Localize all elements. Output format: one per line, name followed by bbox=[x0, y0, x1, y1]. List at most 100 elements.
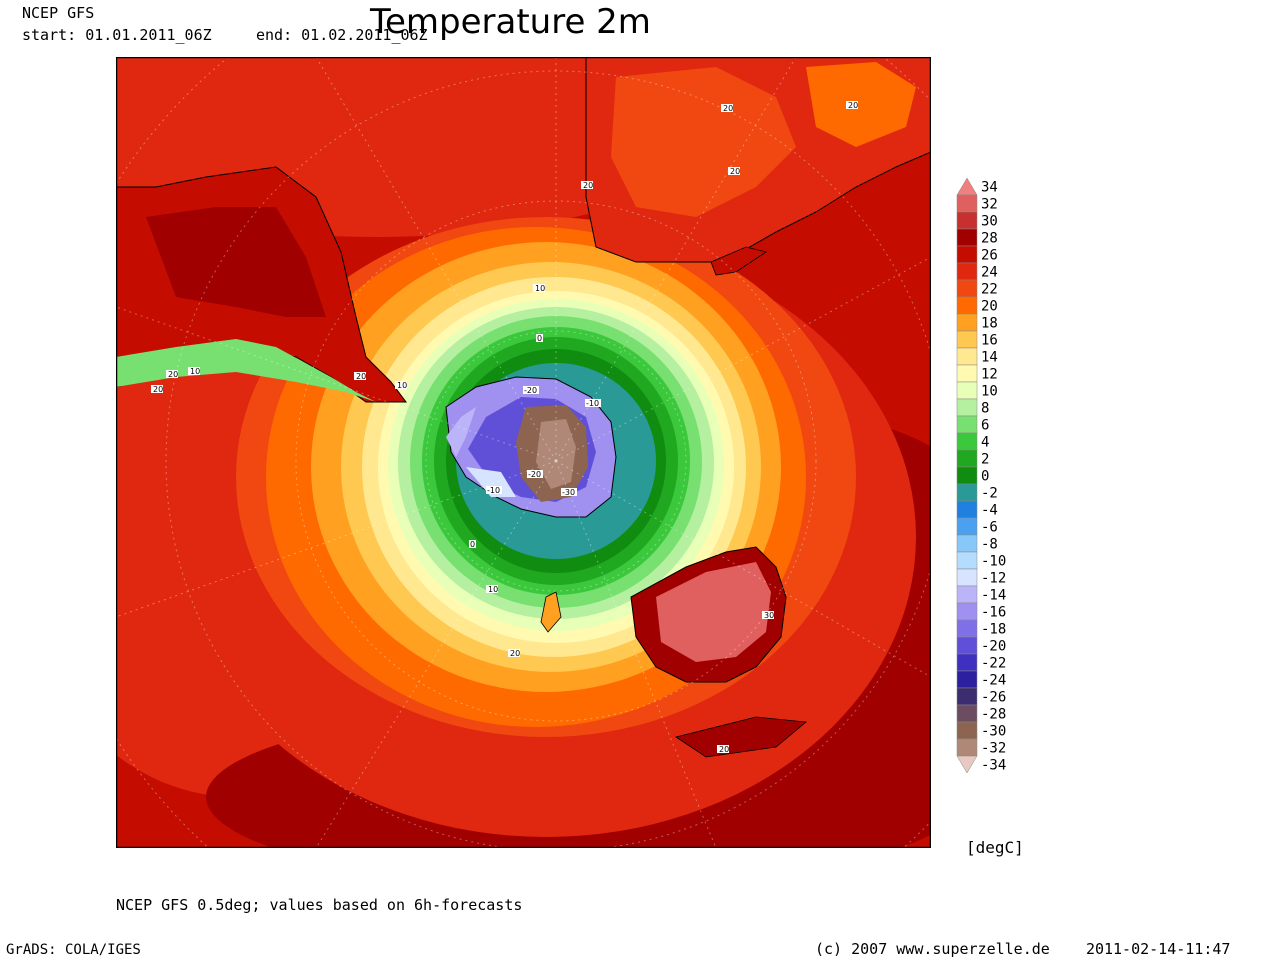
legend-swatch bbox=[956, 296, 978, 315]
legend-label: -2 bbox=[981, 486, 998, 502]
africa-east bbox=[806, 62, 916, 147]
contour-label-minus30: -30 bbox=[562, 488, 575, 497]
contour-label-10: 10 bbox=[190, 367, 200, 376]
legend-swatch bbox=[956, 415, 978, 434]
legend-swatch bbox=[956, 432, 978, 451]
contour-label-0: 0 bbox=[537, 334, 542, 343]
legend-label: 12 bbox=[981, 367, 998, 383]
contour-label-0: 0 bbox=[470, 540, 475, 549]
legend-label: 30 bbox=[981, 214, 998, 230]
legend-label: 26 bbox=[981, 248, 998, 264]
australia-interior-hot bbox=[656, 562, 771, 662]
ross-ice-shelf bbox=[466, 467, 516, 497]
contour-label-minus10: -10 bbox=[487, 486, 500, 495]
contour-label-20: 20 bbox=[153, 385, 163, 394]
south-america-interior bbox=[146, 207, 326, 317]
contour-label-minus20: -20 bbox=[524, 386, 537, 395]
legend-label: -28 bbox=[981, 707, 1006, 723]
contour-label-20: 20 bbox=[848, 101, 858, 110]
legend-swatch bbox=[956, 653, 978, 672]
legend-label: 14 bbox=[981, 350, 998, 366]
legend-swatch bbox=[956, 449, 978, 468]
legend-swatch bbox=[956, 279, 978, 298]
footer-note: NCEP GFS 0.5deg; values based on 6h-fore… bbox=[116, 896, 523, 914]
africa-interior bbox=[611, 67, 796, 217]
legend-swatch bbox=[956, 330, 978, 349]
legend-swatch bbox=[956, 381, 978, 400]
legend-swatch bbox=[956, 738, 978, 757]
legend-label: -14 bbox=[981, 588, 1006, 604]
legend-label: -12 bbox=[981, 571, 1006, 587]
copyright-text: (c) 2007 www.superzelle.de bbox=[815, 940, 1050, 958]
legend-swatch bbox=[956, 551, 978, 570]
legend-swatch bbox=[956, 398, 978, 417]
legend-swatch bbox=[956, 245, 978, 264]
grads-credit: GrADS: COLA/IGES bbox=[6, 942, 141, 958]
legend-label: 4 bbox=[981, 435, 989, 451]
legend-label: 32 bbox=[981, 197, 998, 213]
page-title: Temperature 2m bbox=[370, 2, 651, 42]
legend-swatch bbox=[956, 585, 978, 604]
contour-label-20: 20 bbox=[723, 104, 733, 113]
legend-swatch bbox=[956, 704, 978, 723]
contour-label-20: 20 bbox=[168, 370, 178, 379]
legend-swatch bbox=[956, 347, 978, 366]
legend-unit: [degC] bbox=[966, 838, 1024, 857]
contour-label-10: 10 bbox=[397, 381, 407, 390]
end-time: end: 01.02.2011_06Z bbox=[256, 26, 428, 44]
legend-swatch bbox=[956, 364, 978, 383]
legend-label: 22 bbox=[981, 282, 998, 298]
madagascar bbox=[710, 246, 767, 276]
legend-swatch bbox=[956, 466, 978, 485]
andes-cool bbox=[116, 339, 376, 402]
legend-swatch bbox=[956, 670, 978, 689]
legend-label: 2 bbox=[981, 452, 989, 468]
color-legend: 3432302826242220181614121086420-2-4-6-8-… bbox=[956, 177, 1006, 774]
legend-swatch bbox=[956, 177, 978, 196]
legend-label: 8 bbox=[981, 401, 989, 417]
copyright: (c) 2007 www.superzelle.de 2011-02-14-11… bbox=[815, 940, 1230, 958]
legend-swatch bbox=[956, 534, 978, 553]
legend-label: -22 bbox=[981, 656, 1006, 672]
contour-labels: 10 0 -20 -10 -20 -10 -30 0 10 20 20 20 2… bbox=[151, 101, 858, 754]
legend-swatch bbox=[956, 636, 978, 655]
legend-label: 20 bbox=[981, 299, 998, 315]
indonesia-islands bbox=[675, 716, 807, 758]
legend-label: -20 bbox=[981, 639, 1006, 655]
start-time: start: 01.01.2011_06Z bbox=[22, 26, 212, 44]
contour-label-minus10: -10 bbox=[586, 399, 599, 408]
legend-swatch bbox=[956, 262, 978, 281]
new-zealand bbox=[540, 591, 562, 633]
antarctic-plateau-core bbox=[536, 419, 576, 489]
legend-label: 16 bbox=[981, 333, 998, 349]
legend-label: 0 bbox=[981, 469, 989, 485]
timestamp: 2011-02-14-11:47 bbox=[1085, 940, 1231, 958]
legend-label: -34 bbox=[981, 758, 1006, 774]
legend-label: -10 bbox=[981, 554, 1006, 570]
model-source: NCEP GFS bbox=[22, 4, 95, 22]
map-frame bbox=[116, 57, 931, 848]
contour-label-20: 20 bbox=[730, 167, 740, 176]
legend-swatch bbox=[956, 211, 978, 230]
legend-swatch bbox=[956, 313, 978, 332]
legend-swatch bbox=[956, 568, 978, 587]
legend-label: 6 bbox=[981, 418, 989, 434]
legend-label: -4 bbox=[981, 503, 998, 519]
contour-label-20: 20 bbox=[719, 745, 729, 754]
legend-swatch bbox=[956, 687, 978, 706]
legend-label: 24 bbox=[981, 265, 998, 281]
legend-label: 10 bbox=[981, 384, 998, 400]
legend-label: 28 bbox=[981, 231, 998, 247]
legend-label: 18 bbox=[981, 316, 998, 332]
legend-label: -26 bbox=[981, 690, 1006, 706]
legend-label: -8 bbox=[981, 537, 998, 553]
temperature-map: 10 0 -20 -10 -20 -10 -30 0 10 20 20 20 2… bbox=[116, 57, 931, 848]
legend-label: -6 bbox=[981, 520, 998, 536]
legend-label: -18 bbox=[981, 622, 1006, 638]
antarctic-peninsula bbox=[446, 407, 476, 457]
legend-swatch bbox=[956, 517, 978, 536]
graticule bbox=[116, 57, 931, 848]
legend-swatch bbox=[956, 228, 978, 247]
contour-label-10: 10 bbox=[488, 585, 498, 594]
contour-label-20: 20 bbox=[510, 649, 520, 658]
